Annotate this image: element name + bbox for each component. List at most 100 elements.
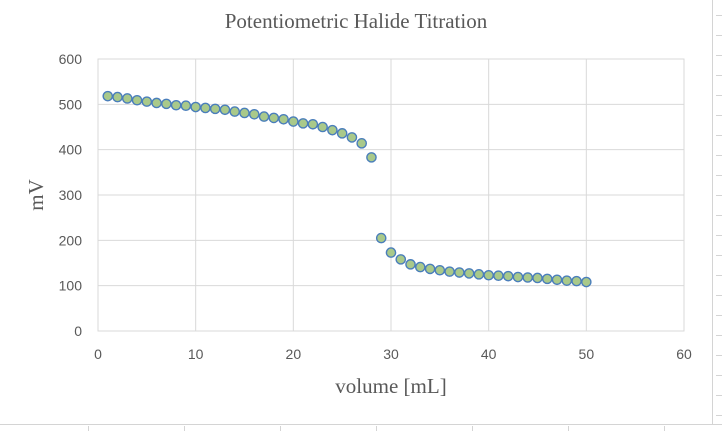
data-point bbox=[122, 93, 133, 104]
x-tick-label: 60 bbox=[676, 346, 692, 362]
row-divider bbox=[716, 355, 722, 356]
row-divider bbox=[716, 35, 722, 36]
y-tick-labels: 0 100 200 300 400 500 600 bbox=[59, 51, 83, 339]
chart-svg: Potentiometric Halide Titration 01002003… bbox=[24, 9, 692, 398]
column-divider bbox=[280, 426, 281, 431]
x-tick-label: 50 bbox=[579, 346, 595, 362]
x-tick-label: 20 bbox=[286, 346, 302, 362]
data-point bbox=[268, 112, 280, 124]
data-point bbox=[190, 101, 201, 113]
y-tick-label: 400 bbox=[59, 142, 83, 158]
data-point bbox=[161, 98, 172, 110]
column-divider bbox=[472, 426, 473, 431]
data-point bbox=[327, 124, 338, 136]
column-divider bbox=[376, 426, 377, 431]
column-divider bbox=[568, 426, 569, 431]
y-tick-label: 200 bbox=[59, 232, 83, 248]
data-point bbox=[561, 275, 573, 286]
data-point bbox=[444, 266, 455, 277]
row-divider bbox=[716, 395, 722, 396]
data-point bbox=[346, 132, 358, 143]
data-point bbox=[434, 264, 446, 276]
data-point bbox=[454, 267, 465, 278]
x-tick-label: 0 bbox=[94, 346, 102, 362]
data-point bbox=[463, 268, 475, 279]
data-point bbox=[405, 259, 416, 270]
data-point bbox=[131, 94, 143, 106]
x-tick-label: 40 bbox=[481, 346, 497, 362]
data-point bbox=[493, 270, 504, 281]
x-tick-labels: 0 10 20 30 40 50 60 bbox=[94, 346, 692, 362]
row-divider bbox=[716, 255, 722, 256]
data-point bbox=[307, 118, 319, 130]
column-divider bbox=[88, 426, 89, 431]
data-point bbox=[375, 232, 387, 244]
data-point bbox=[581, 276, 592, 288]
data-point bbox=[502, 270, 514, 282]
data-point bbox=[512, 271, 524, 283]
x-axis-title: volume [mL] bbox=[335, 374, 446, 398]
data-point bbox=[112, 91, 123, 103]
data-point bbox=[414, 261, 426, 273]
y-tick-label: 0 bbox=[74, 323, 82, 339]
data-point bbox=[239, 107, 250, 119]
plot-border bbox=[97, 58, 685, 332]
data-point bbox=[180, 100, 192, 111]
data-point bbox=[473, 269, 485, 280]
data-point bbox=[551, 274, 563, 286]
row-divider bbox=[716, 335, 722, 336]
column-divider bbox=[184, 426, 185, 431]
data-point bbox=[522, 272, 534, 283]
data-point bbox=[424, 263, 436, 275]
data-point bbox=[532, 272, 543, 284]
data-point bbox=[170, 99, 182, 111]
row-divider bbox=[716, 215, 722, 216]
data-point bbox=[288, 116, 299, 127]
data-point bbox=[356, 138, 368, 149]
data-point bbox=[395, 254, 407, 265]
y-tick-label: 600 bbox=[59, 51, 83, 67]
row-divider bbox=[716, 195, 722, 196]
row-divider bbox=[716, 415, 722, 416]
data-point bbox=[209, 103, 221, 115]
chart-area: Potentiometric Halide Titration 0 100 200 3… bbox=[24, 9, 692, 398]
chart-title: Potentiometric Halide Titration bbox=[225, 9, 488, 33]
row-divider bbox=[716, 315, 722, 316]
row-divider bbox=[716, 175, 722, 176]
y-tick-label: 100 bbox=[59, 278, 83, 294]
data-point bbox=[541, 273, 553, 285]
data-point bbox=[366, 152, 377, 163]
row-divider bbox=[716, 75, 722, 76]
row-divider bbox=[716, 275, 722, 276]
y-axis-title: mV bbox=[24, 179, 48, 211]
data-points bbox=[102, 90, 592, 288]
x-tick-label: 30 bbox=[383, 346, 399, 362]
data-point bbox=[336, 128, 348, 139]
spreadsheet-edge bbox=[712, 0, 722, 430]
data-point bbox=[483, 269, 494, 281]
data-point bbox=[229, 106, 241, 117]
row-divider bbox=[716, 95, 722, 96]
row-divider bbox=[716, 155, 722, 156]
row-divider bbox=[716, 295, 722, 296]
data-point bbox=[102, 90, 114, 102]
data-point bbox=[278, 113, 289, 125]
y-tick-label: 300 bbox=[59, 187, 83, 203]
row-divider bbox=[716, 375, 722, 376]
y-tick-label: 500 bbox=[59, 96, 83, 112]
row-divider bbox=[716, 55, 722, 56]
data-point bbox=[141, 96, 153, 107]
row-divider bbox=[716, 235, 722, 236]
row-divider bbox=[716, 115, 722, 116]
row-divider bbox=[716, 135, 722, 136]
row-divider bbox=[716, 15, 722, 16]
data-point bbox=[200, 102, 211, 114]
data-point bbox=[571, 275, 582, 287]
data-point bbox=[297, 118, 309, 129]
data-point bbox=[151, 97, 162, 109]
column-divider bbox=[664, 426, 665, 431]
gridlines bbox=[97, 58, 685, 332]
data-point bbox=[385, 247, 397, 258]
data-point bbox=[219, 104, 231, 116]
data-point bbox=[248, 109, 260, 120]
